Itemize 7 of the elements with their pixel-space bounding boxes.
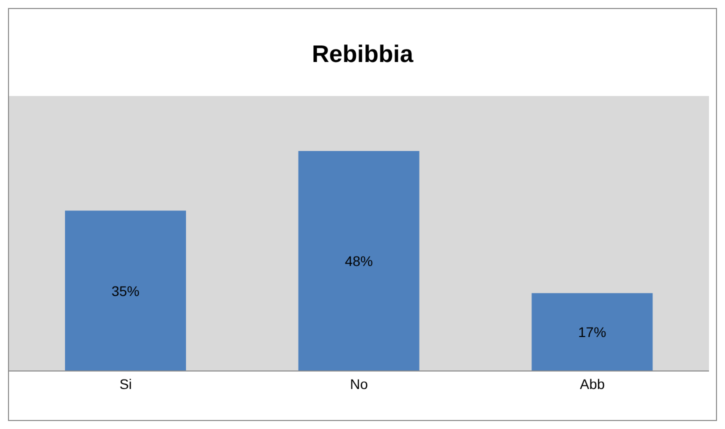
x-tick-label: Abb <box>580 376 605 392</box>
x-tick-label: Si <box>119 376 132 392</box>
data-label: 35% <box>111 282 140 299</box>
x-tick-label: No <box>350 376 368 392</box>
chart-title: Rebibbia <box>310 40 414 70</box>
data-label: 17% <box>578 324 606 340</box>
data-label: 48% <box>344 252 373 269</box>
